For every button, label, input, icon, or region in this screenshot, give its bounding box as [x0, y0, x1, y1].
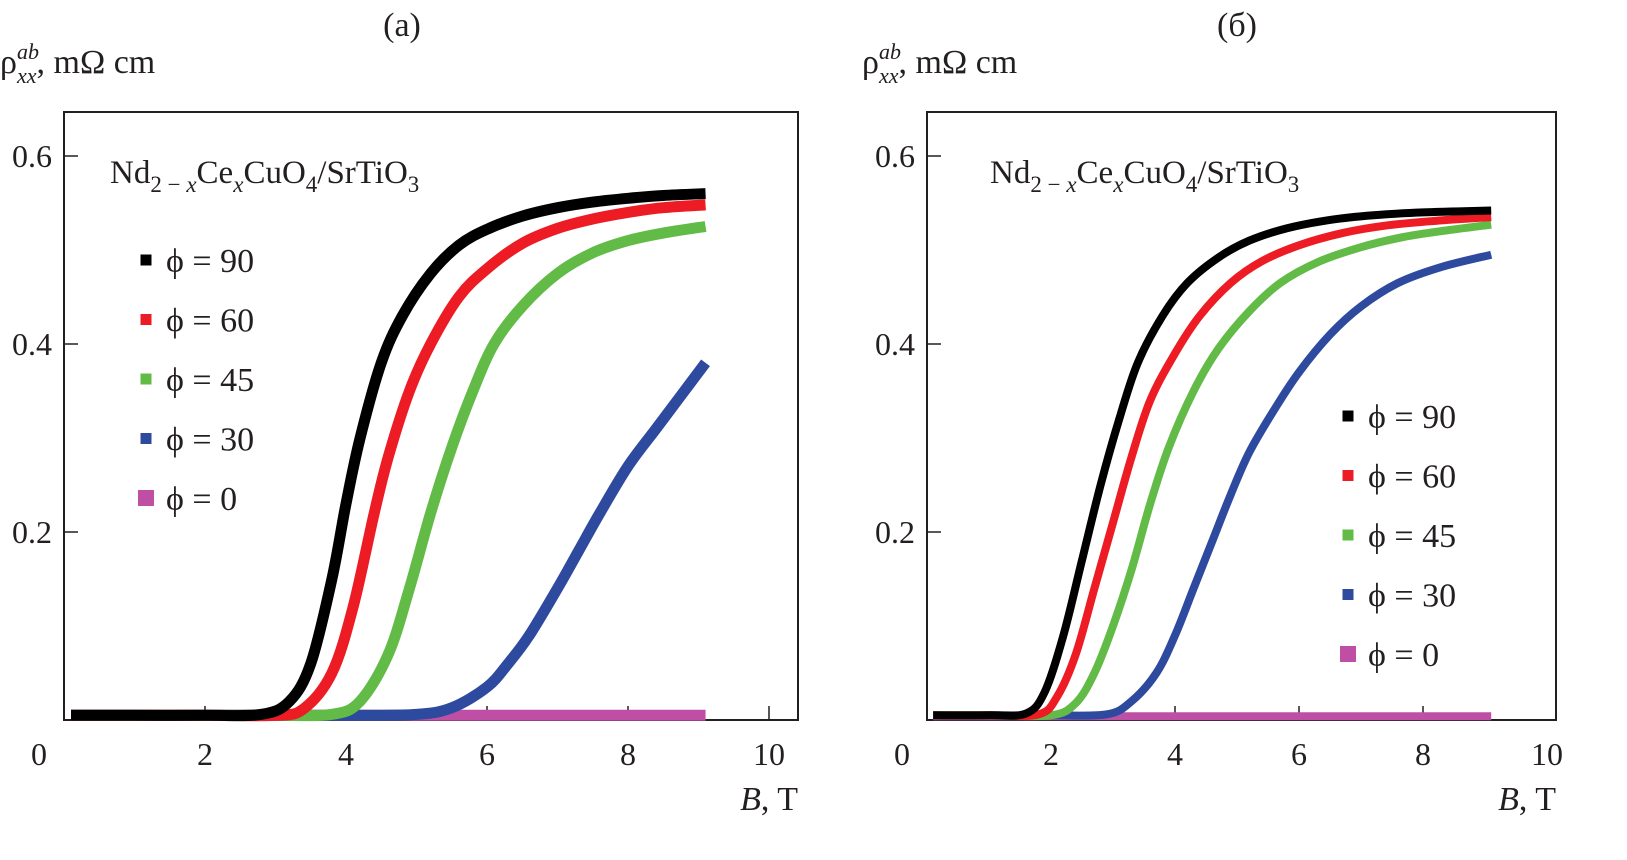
legend-label: ϕ = 45	[1368, 518, 1456, 555]
x-axis-label: B, T	[740, 781, 798, 818]
y-tick-label: 0.4	[12, 326, 52, 362]
y-tick-label: 0.2	[12, 514, 52, 550]
x-tick-label: 4	[1167, 736, 1183, 772]
legend-label: ϕ = 0	[166, 481, 237, 518]
x-tick-label: 10	[753, 736, 785, 772]
legend-label: ϕ = 0	[1368, 637, 1439, 674]
panel-label: (a)	[383, 7, 421, 44]
sample-annotation: Nd2 − xCexCuO4/SrTiO3	[110, 155, 419, 197]
x-tick-label: 6	[1291, 736, 1307, 772]
series-line-phi-45	[933, 220, 1492, 721]
legend-label: ϕ = 60	[166, 303, 254, 340]
legend-label: ϕ = 30	[1368, 578, 1456, 615]
plot-frame	[926, 111, 1557, 721]
legend-label: ϕ = 90	[1368, 399, 1456, 436]
legend-swatch	[1342, 410, 1354, 422]
y-tick-label: 0.4	[875, 326, 915, 362]
y-axis-label: ρab xx, mΩ cm	[0, 39, 155, 88]
series-line-phi-60	[933, 213, 1492, 720]
legend-label: ϕ = 90	[166, 243, 254, 280]
legend-label: ϕ = 60	[1368, 459, 1456, 496]
legend-swatch	[140, 373, 152, 385]
sample-annotation: Nd2 − xCexCuO4/SrTiO3	[990, 155, 1299, 197]
series-line-phi-90	[933, 206, 1492, 720]
x-tick-label: 8	[620, 736, 636, 772]
x-tick-label: 0	[894, 736, 910, 772]
legend-swatch	[1342, 470, 1354, 481]
legend-swatch	[138, 490, 154, 506]
y-axis-label: ρab xx, mΩ cm	[862, 39, 1017, 88]
panel-label: (б)	[1217, 7, 1257, 44]
panel-a: (a) ρab xx, mΩ cm 0.2 0.4 0.6 0 2 4 6 8 10 B, T Nd2 −…	[0, 7, 799, 818]
x-axis-label: B, T	[1498, 781, 1556, 818]
panel-b: (б) ρab xx, mΩ cm 0.2 0.4 0.6 0 2 4 6 8 10 B, T Nd2 −…	[862, 7, 1563, 818]
legend-swatch	[140, 314, 152, 325]
legend-swatch	[1340, 646, 1356, 662]
series-line-phi-30	[933, 250, 1493, 720]
legend-swatch	[140, 433, 152, 444]
legend-label: ϕ = 30	[166, 422, 254, 459]
x-tick-label: 8	[1415, 736, 1431, 772]
x-tick-label: 0	[31, 736, 47, 772]
y-tick-label: 0.2	[875, 514, 915, 550]
x-tick-label: 6	[479, 736, 495, 772]
x-tick-label: 2	[197, 736, 213, 772]
legend-swatch	[1342, 529, 1354, 541]
x-tick-label: 2	[1043, 736, 1059, 772]
legend-label: ϕ = 45	[166, 362, 254, 399]
y-tick-label: 0.6	[12, 138, 52, 174]
x-tick-label: 4	[338, 736, 354, 772]
y-tick-label: 0.6	[875, 138, 915, 174]
legend-swatch	[140, 254, 152, 266]
legend-swatch	[1342, 589, 1354, 600]
series-line-phi-90	[71, 188, 706, 722]
x-tick-label: 10	[1531, 736, 1563, 772]
